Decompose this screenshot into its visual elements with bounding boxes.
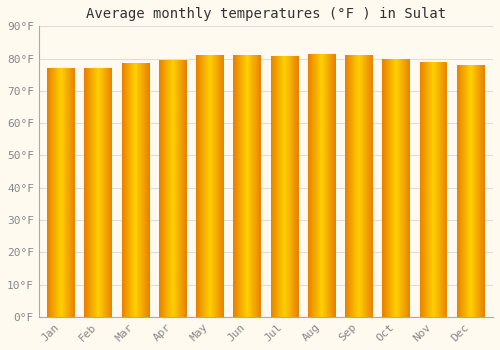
Title: Average monthly temperatures (°F ) in Sulat: Average monthly temperatures (°F ) in Su… bbox=[86, 7, 446, 21]
